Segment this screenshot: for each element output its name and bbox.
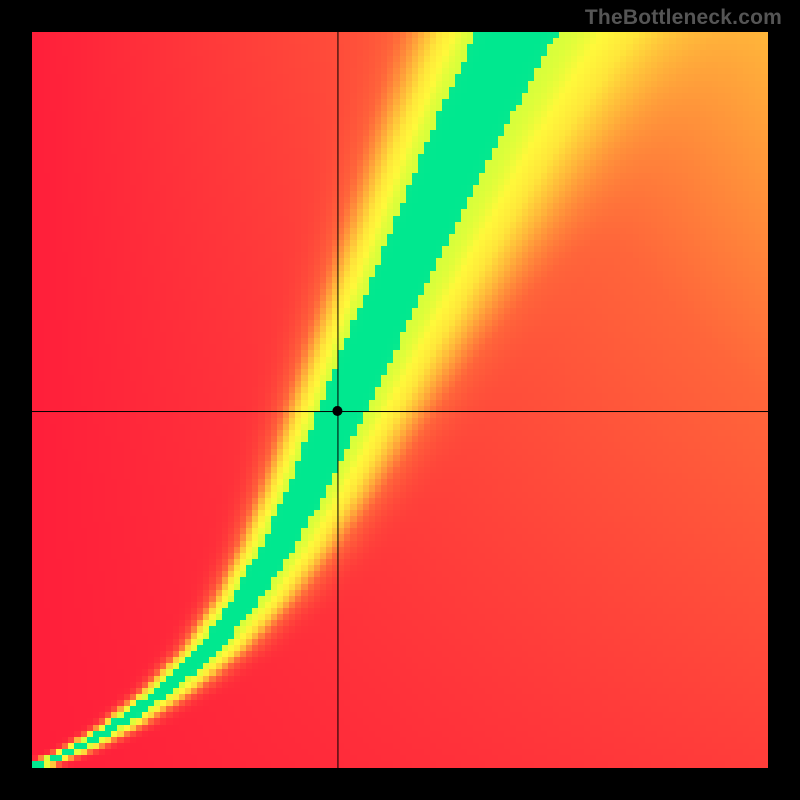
bottleneck-heatmap bbox=[32, 32, 768, 768]
watermark-text: TheBottleneck.com bbox=[585, 6, 782, 30]
heatmap-canvas bbox=[32, 32, 768, 768]
